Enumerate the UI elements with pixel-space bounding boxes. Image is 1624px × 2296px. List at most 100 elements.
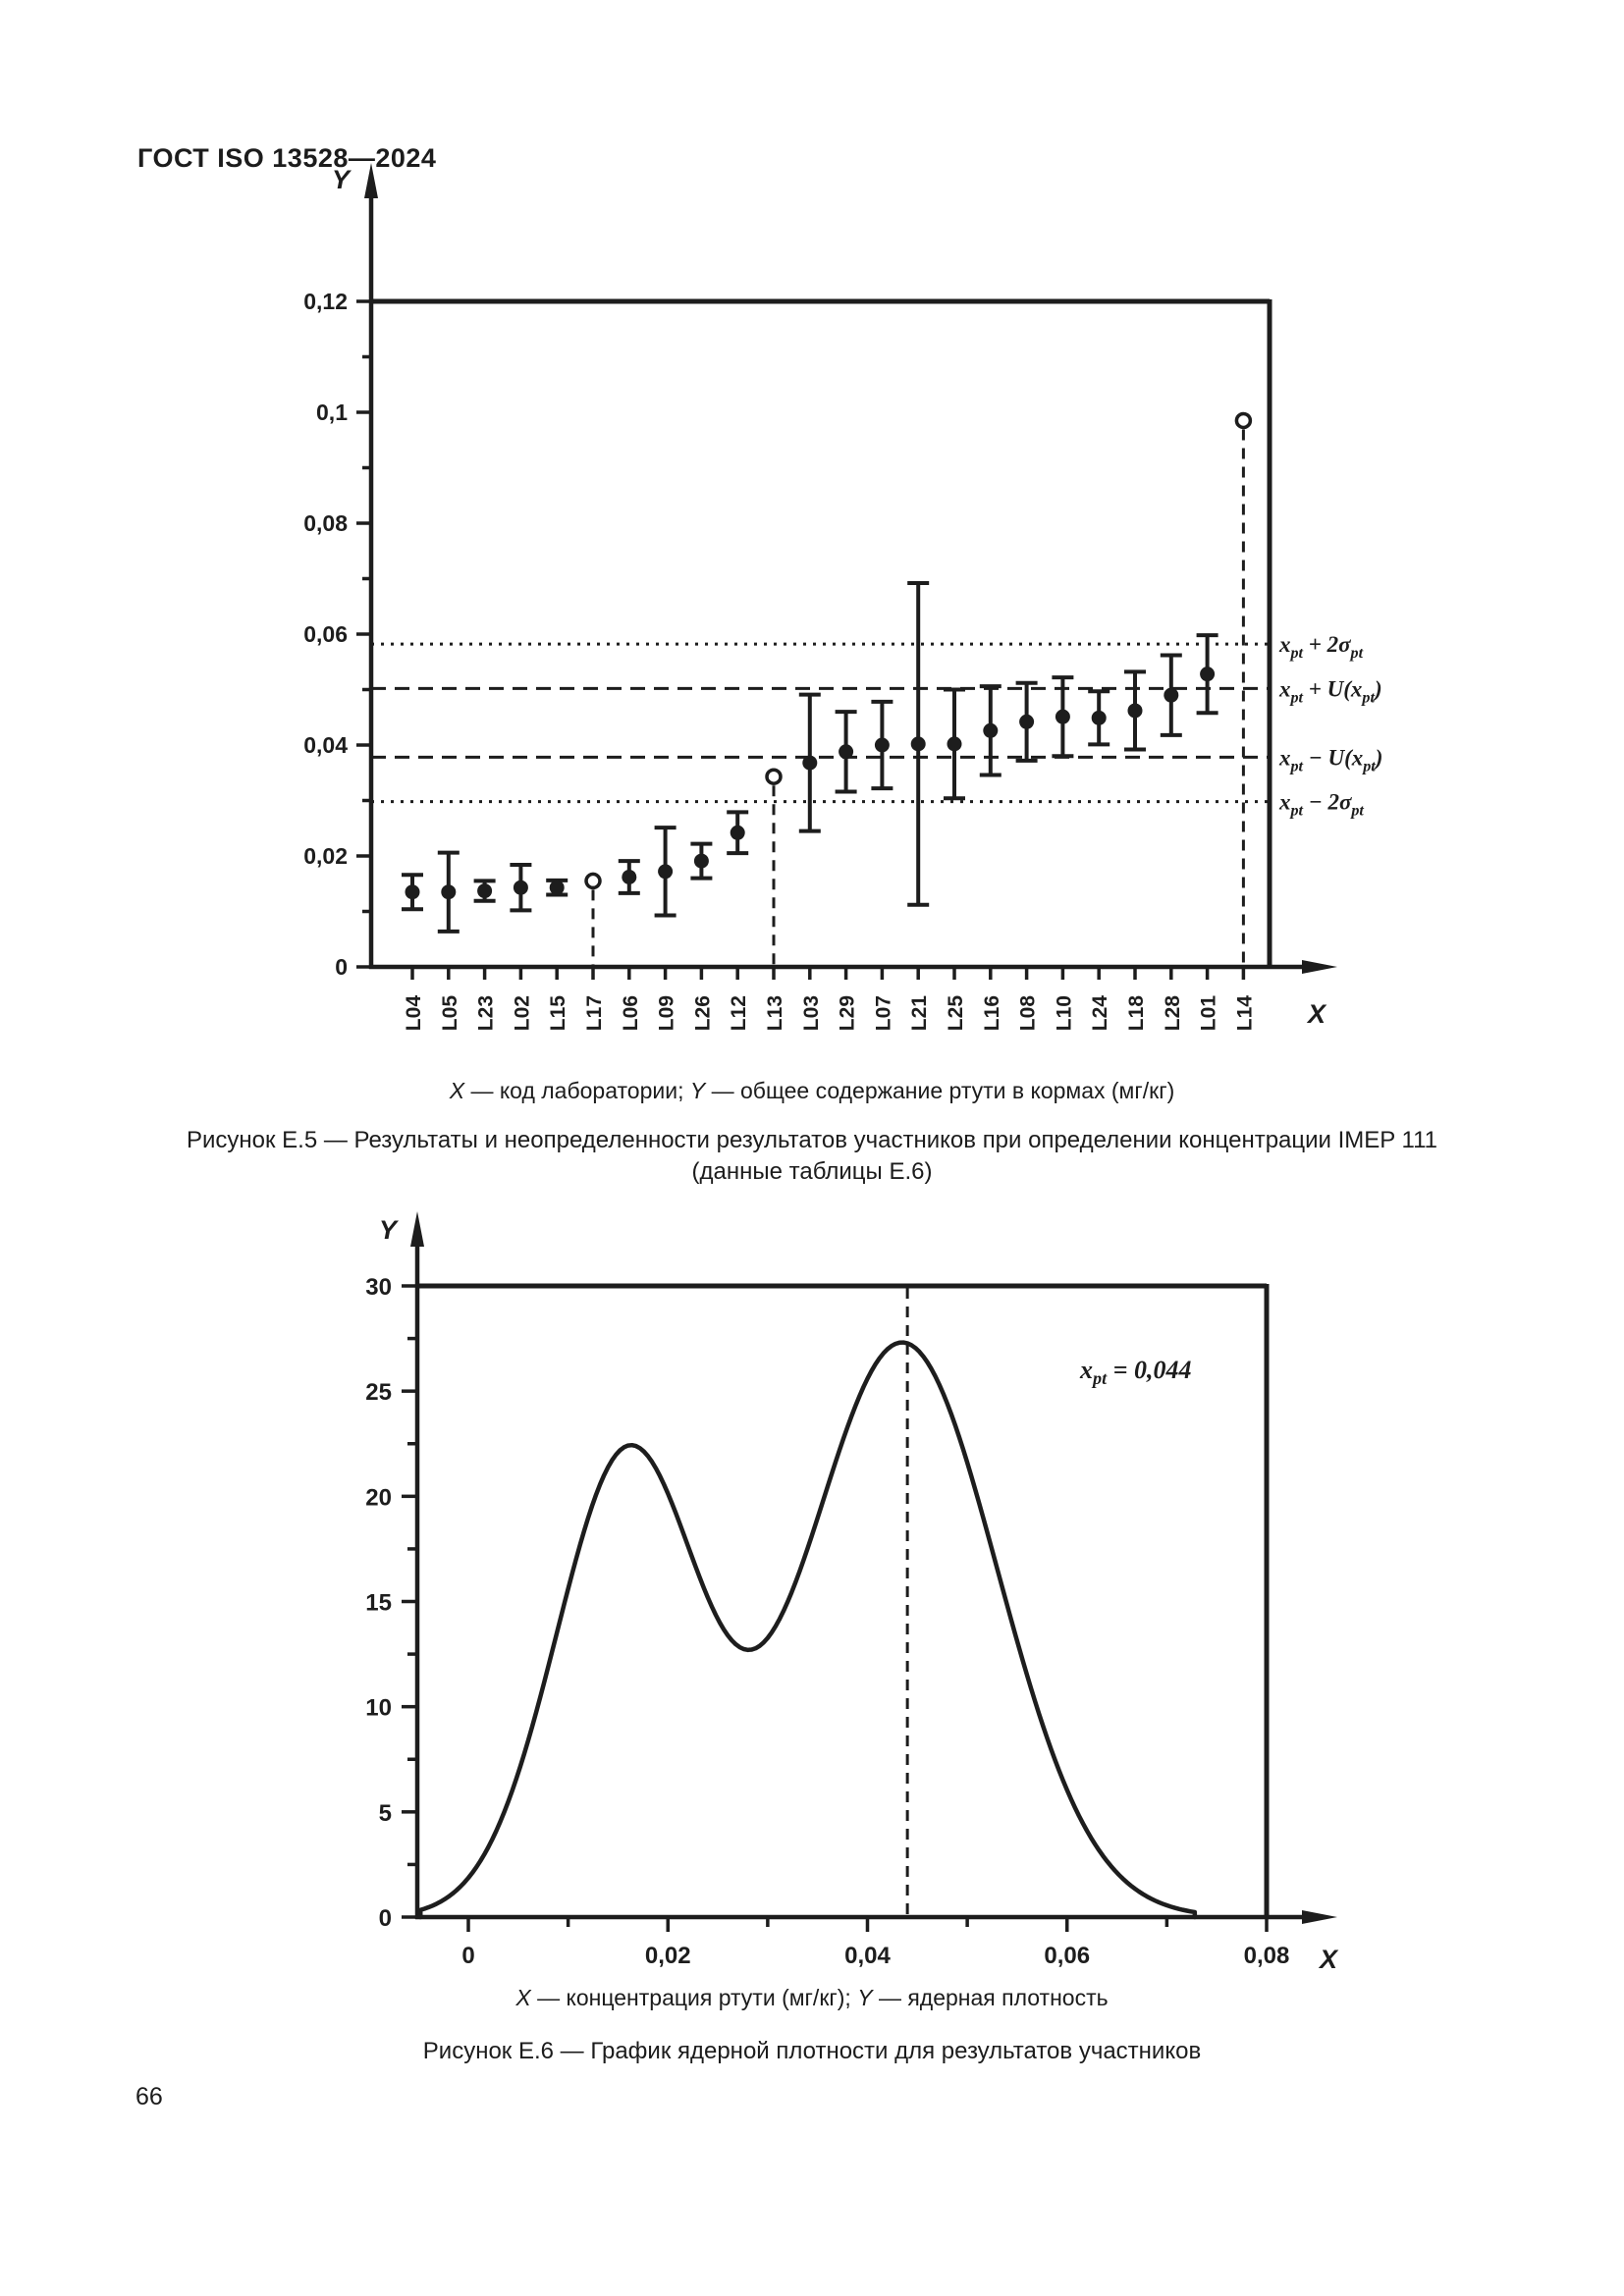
data-point-L17 (584, 872, 602, 965)
result-point (1200, 667, 1216, 682)
data-point-L03 (798, 692, 821, 833)
result-point (549, 880, 565, 895)
result-point (441, 884, 457, 900)
density-curve (417, 1340, 1198, 1920)
x-tick-label: L10 (1053, 995, 1075, 1031)
ref-line-label: xpt + U(xpt) (1278, 676, 1382, 706)
result-point (513, 880, 528, 895)
y-tick-label: 30 (365, 1274, 392, 1301)
x-tick-label: L13 (764, 995, 786, 1031)
open-result-point (584, 872, 602, 890)
result-point (1019, 714, 1035, 729)
ref-line-label: xpt − 2σpt (1278, 790, 1364, 820)
result-point (983, 722, 999, 738)
result-point (802, 755, 818, 771)
y-axis-arrow (410, 1211, 424, 1247)
x-tick-label: L14 (1233, 995, 1256, 1032)
figure-e6-caption: Рисунок Е.6 — График ядерной плотности д… (422, 2038, 1202, 2064)
x-tick-label: L03 (800, 995, 823, 1031)
open-result-point (1234, 411, 1253, 430)
x-tick-label: L07 (872, 995, 894, 1031)
x-tick-label: L23 (475, 995, 498, 1031)
x-tick-label: L24 (1089, 995, 1111, 1032)
x-tick-label: L18 (1125, 995, 1148, 1032)
xpt-annotation: xpt = 0,044 (1079, 1356, 1191, 1388)
data-point-L24 (1088, 689, 1110, 747)
x-tick-label: L09 (656, 995, 678, 1031)
x-tick-label: L17 (583, 995, 606, 1031)
page-number: 66 (135, 2083, 163, 2110)
data-point-L06 (618, 859, 640, 895)
open-result-point (765, 768, 783, 785)
y-tick-label: 15 (365, 1590, 392, 1617)
data-point-L29 (835, 710, 857, 794)
figure-e5-caption-subtitle: (данные таблицы Е.6) (691, 1158, 933, 1185)
result-point (693, 853, 709, 869)
data-point-L21 (907, 581, 930, 907)
x-tick-label: L01 (1198, 995, 1220, 1032)
x-tick-label: L16 (981, 995, 1003, 1031)
result-point (874, 737, 890, 753)
result-point (730, 825, 745, 840)
x-tick-label: L25 (945, 995, 967, 1032)
data-point-L23 (473, 879, 496, 903)
result-point (1127, 703, 1143, 719)
y-tick-label: 0,12 (303, 289, 348, 314)
x-tick-label: 0 (461, 1943, 474, 1969)
data-point-L10 (1052, 675, 1074, 759)
x-tick-label: L02 (511, 995, 533, 1031)
y-tick-label: 25 (365, 1379, 392, 1406)
y-tick-label: 0,04 (303, 732, 348, 758)
x-tick-label: L26 (691, 995, 714, 1031)
y-tick-label: 0 (335, 954, 348, 980)
result-point (947, 736, 962, 752)
data-point-L25 (944, 687, 965, 801)
figure-e6-plot: Y X 0 5 10 15 20 25 30 0 0,02 0,04 0,06 0,08 xpt = 0,0… (365, 1211, 1339, 1974)
y-tick-label: 20 (365, 1484, 392, 1511)
result-point (405, 884, 420, 900)
figure-e5-plot: xpt + 2σpt xpt + U(xpt) xpt − U(xpt) xpt − … (303, 163, 1382, 1031)
y-tick-label: 10 (365, 1695, 392, 1722)
x-tick-label: L05 (439, 995, 461, 1032)
data-point-L13 (765, 768, 783, 965)
x-tick-label: L28 (1162, 995, 1184, 1032)
result-point (910, 736, 926, 752)
y-axis-letter: Y (332, 165, 352, 194)
ref-line-label: xpt − U(xpt) (1278, 745, 1382, 774)
y-tick-label: 5 (379, 1800, 392, 1827)
data-point-L05 (437, 850, 460, 934)
data-point-L01 (1196, 633, 1218, 716)
y-axis-arrow (364, 163, 378, 198)
result-point (477, 883, 493, 899)
data-point-L28 (1160, 653, 1182, 737)
data-point-L16 (979, 684, 1001, 777)
x-tick-label: 0,06 (1044, 1943, 1090, 1969)
data-point-L09 (654, 826, 677, 918)
y-tick-label: 0,08 (303, 510, 348, 536)
data-point-L07 (871, 699, 893, 791)
x-axis-letter: X (1318, 1945, 1339, 1974)
x-tick-label: L21 (908, 995, 931, 1032)
data-point-L18 (1124, 669, 1146, 752)
y-tick-label: 0,1 (316, 400, 348, 425)
data-point-L04 (402, 873, 423, 912)
result-point (839, 744, 854, 760)
result-point (658, 864, 674, 880)
data-point-L12 (727, 810, 749, 856)
x-tick-label: 0,02 (645, 1943, 691, 1969)
data-point-L15 (546, 878, 568, 897)
x-tick-label: L04 (403, 995, 425, 1032)
result-point (1091, 710, 1107, 725)
y-tick-label: 0,02 (303, 843, 348, 869)
x-tick-label: L12 (728, 995, 750, 1031)
ref-line-label: xpt + 2σpt (1278, 632, 1364, 662)
y-axis-letter: Y (379, 1215, 400, 1245)
data-point-L08 (1015, 680, 1038, 763)
x-axis-arrow (1302, 960, 1337, 974)
data-point-L26 (690, 841, 713, 881)
result-point (622, 869, 637, 884)
y-tick-label: 0 (379, 1905, 392, 1932)
y-tick-label: 0,06 (303, 621, 348, 647)
